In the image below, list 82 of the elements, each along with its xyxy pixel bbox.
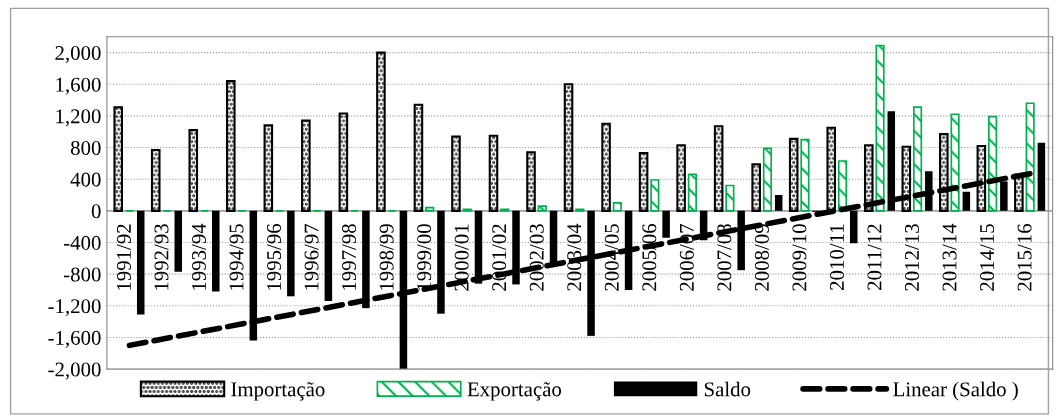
x-tick-label: 1992/93 <box>154 224 169 290</box>
bar <box>587 210 595 336</box>
bar <box>263 124 274 212</box>
y-tick-label: -800 <box>63 267 101 282</box>
bar <box>950 113 960 212</box>
y-tick-label: -2,000 <box>48 362 101 380</box>
bar <box>188 129 199 212</box>
bar <box>150 148 161 212</box>
legend-label: Importação <box>231 382 325 401</box>
y-tick-label: -1,200 <box>48 299 101 317</box>
y-tick-label: 0 <box>91 204 101 219</box>
y-tick-label: 400 <box>70 172 101 187</box>
bar <box>526 151 536 212</box>
bar <box>612 202 622 212</box>
x-tick-label: 1997/98 <box>342 224 357 290</box>
bar <box>212 210 220 292</box>
bar <box>338 112 349 212</box>
bar <box>488 134 499 212</box>
x-tick-label: 2009/10 <box>792 224 807 291</box>
bar <box>800 138 810 212</box>
x-tick-label: 1995/96 <box>267 223 282 290</box>
bar <box>512 210 520 285</box>
bar <box>762 147 773 212</box>
x-tick-label: 2011/12 <box>867 224 882 290</box>
x-tick-label: 2015/16 <box>1017 223 1032 291</box>
legend-label: Linear (Saldo ) <box>893 381 1018 401</box>
bar <box>662 210 670 238</box>
bar <box>362 210 370 309</box>
x-tick-label: 1994/95 <box>229 224 244 290</box>
legend-label: Exportação <box>467 382 562 401</box>
y-tick-label: 1,600 <box>56 77 101 95</box>
bar <box>650 179 660 212</box>
bar <box>962 191 971 211</box>
bar <box>537 205 547 212</box>
y-tick-label: 2,000 <box>55 45 101 64</box>
x-tick-label: 1999/00 <box>417 224 432 290</box>
x-tick-label: 1998/99 <box>379 224 394 290</box>
bar <box>376 51 386 212</box>
bar <box>774 195 783 211</box>
bar <box>837 160 848 212</box>
bar <box>676 144 686 212</box>
y-tick-label: 1,200 <box>56 109 101 127</box>
bar <box>1014 173 1024 212</box>
bar <box>425 206 435 212</box>
bar <box>136 210 145 315</box>
bar <box>113 106 124 212</box>
bar <box>174 210 183 272</box>
bar <box>287 210 295 297</box>
bar <box>788 137 799 212</box>
bar <box>1000 181 1008 211</box>
x-tick-label: 2014/15 <box>980 224 995 291</box>
bar <box>451 135 461 212</box>
legend-label: Saldo <box>704 381 751 397</box>
bar <box>725 184 735 212</box>
bar <box>437 210 445 314</box>
bar <box>1025 102 1035 212</box>
bar <box>601 122 611 212</box>
x-tick-label: 2012/13 <box>904 224 920 291</box>
bar <box>324 210 333 302</box>
bar <box>563 83 574 212</box>
bar <box>737 210 745 271</box>
bar <box>226 80 236 212</box>
bar <box>875 44 885 212</box>
bar <box>713 125 724 212</box>
x-tick-label: 1996/97 <box>304 223 319 290</box>
bar <box>413 103 424 212</box>
bar <box>1037 142 1046 211</box>
x-tick-label: 2008/09 <box>754 224 769 291</box>
bar <box>301 119 311 212</box>
x-tick-label: 2013/14 <box>942 223 957 291</box>
y-tick-label: 800 <box>70 140 101 155</box>
bar <box>912 106 923 212</box>
y-tick-label: -1,600 <box>48 330 101 348</box>
x-tick-label: 1993/94 <box>191 223 206 290</box>
x-tick-label: 2010/11 <box>829 224 844 290</box>
y-tick-label: -400 <box>63 235 101 250</box>
bar <box>988 115 998 212</box>
x-tick-label: 1991/92 <box>116 224 131 290</box>
bar <box>850 210 858 244</box>
bar <box>687 173 697 212</box>
bar <box>638 152 649 212</box>
bar <box>751 163 761 212</box>
